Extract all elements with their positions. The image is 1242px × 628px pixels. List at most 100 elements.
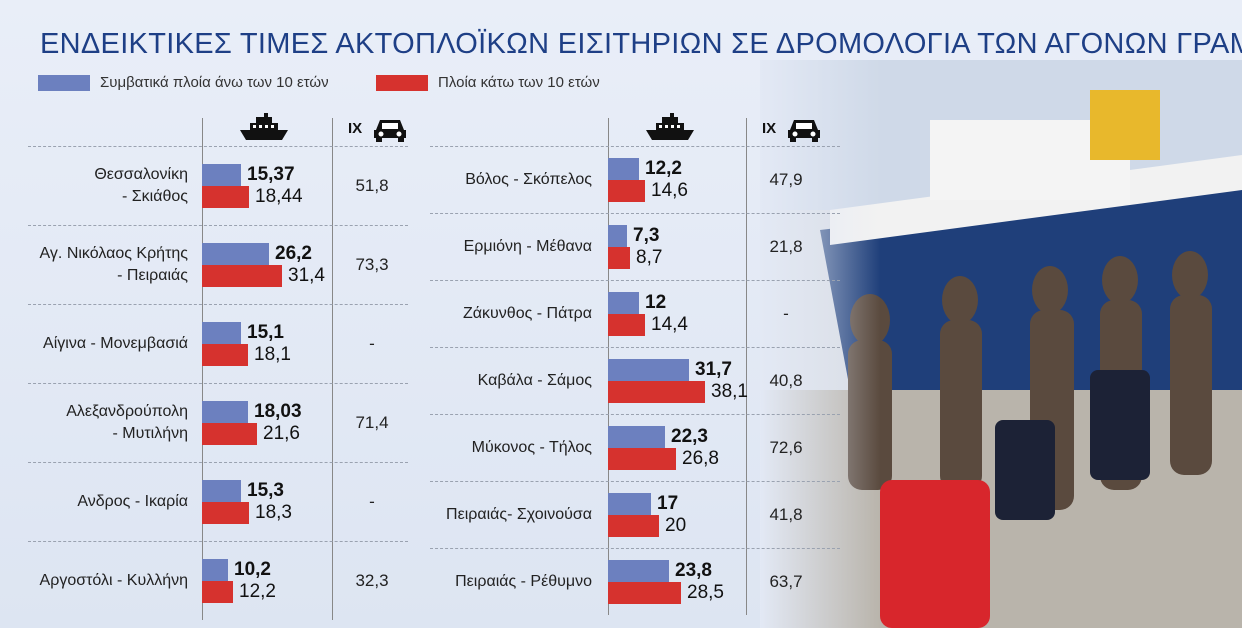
- value-label-old: 17: [657, 492, 679, 514]
- value-label-old: 15,1: [247, 321, 284, 343]
- bar-old-ship: [608, 559, 669, 582]
- page-title: ΕΝΔΕΙΚΤΙΚΕΣ ΤΙΜΕΣ ΑΚΤΟΠΛΟΪΚΩΝ ΕΙΣΙΤΗΡΙΩΝ…: [40, 28, 1242, 60]
- value-label-old: 23,8: [675, 559, 712, 581]
- route-label: Βόλος - Σκόπελος: [430, 169, 592, 191]
- value-label-old: 15,3: [247, 479, 284, 501]
- row-separator: [430, 213, 840, 214]
- route-label: Ερμιόνη - Μέθανα: [430, 236, 592, 258]
- value-label-old: 15,37: [247, 163, 295, 185]
- legend-swatch-new: [376, 74, 428, 91]
- route-label: Καβάλα - Σάμος: [430, 370, 592, 392]
- route-label-line: Βόλος - Σκόπελος: [465, 170, 592, 188]
- bar-new-ship: [608, 246, 630, 269]
- bar-new-ship: [202, 422, 257, 445]
- bar-new-ship: [202, 185, 249, 208]
- bar-old-ship: [608, 358, 689, 381]
- bar-old-ship: [202, 479, 241, 502]
- route-label-line: Αγ. Νικόλαος Κρήτης: [39, 244, 188, 262]
- route-label: Αίγινα - Μονεμβασιά: [28, 333, 188, 355]
- car-icon: [786, 116, 822, 147]
- value-label-new: 21,6: [263, 422, 300, 444]
- value-label-new: 12,2: [239, 580, 276, 602]
- value-label-new: 31,4: [288, 264, 325, 286]
- route-label-line: Καβάλα - Σάμος: [477, 371, 592, 389]
- bar-new-ship: [202, 501, 249, 524]
- car-price: 32,3: [355, 570, 389, 590]
- value-label-old: 22,3: [671, 425, 708, 447]
- bar-new-ship: [202, 580, 233, 603]
- value-label-new: 14,6: [651, 179, 688, 201]
- bar-new-ship: [608, 313, 645, 336]
- car-column-label: IX: [348, 120, 363, 137]
- route-label-line: Θεσσαλονίκη: [94, 165, 188, 183]
- value-label-old: 26,2: [275, 242, 312, 264]
- car-price: 21,8: [769, 236, 803, 256]
- bar-axis-line: [202, 118, 203, 620]
- legend-swatch-old: [38, 74, 90, 91]
- row-separator: [28, 541, 408, 542]
- car-price: -: [783, 303, 789, 323]
- route-label-line: - Σκιάθος: [122, 187, 188, 205]
- legend-label-old: Συμβατικά πλοία άνω των 10 ετών: [100, 74, 329, 91]
- car-icon: [372, 116, 408, 147]
- car-price: 71,4: [355, 412, 389, 432]
- bar-new-ship: [202, 343, 248, 366]
- ship-icon: [644, 112, 696, 147]
- value-label-old: 10,2: [234, 558, 271, 580]
- bar-old-ship: [202, 321, 241, 344]
- bar-old-ship: [202, 163, 241, 186]
- value-label-new: 28,5: [687, 581, 724, 603]
- value-label-new: 14,4: [651, 313, 688, 335]
- value-label-old: 7,3: [633, 224, 660, 246]
- route-label: Ανδρος - Ικαρία: [28, 491, 188, 513]
- row-separator: [430, 280, 840, 281]
- bar-old-ship: [608, 157, 639, 180]
- bar-old-ship: [608, 492, 651, 515]
- legend-item-old: Συμβατικά πλοία άνω των 10 ετών: [38, 74, 329, 91]
- car-price: -: [369, 491, 375, 511]
- value-label-old: 18,03: [254, 400, 302, 422]
- legend-item-new: Πλοία κάτω των 10 ετών: [376, 74, 600, 91]
- car-column-divider: [332, 118, 333, 620]
- row-separator: [28, 304, 408, 305]
- bar-old-ship: [608, 224, 627, 247]
- bar-old-ship: [608, 291, 639, 314]
- ship-icon: [238, 112, 290, 147]
- row-separator: [28, 462, 408, 463]
- row-separator: [430, 347, 840, 348]
- route-label: Μύκονος - Τήλος: [430, 437, 592, 459]
- car-price: 72,6: [769, 437, 803, 457]
- route-label-line: Αίγινα - Μονεμβασιά: [43, 334, 188, 352]
- bar-new-ship: [608, 581, 681, 604]
- car-price: 47,9: [769, 169, 803, 189]
- route-label-line: Αργοστόλι - Κυλλήνη: [39, 571, 188, 589]
- bar-old-ship: [608, 425, 665, 448]
- value-label-new: 18,3: [255, 501, 292, 523]
- bar-new-ship: [608, 514, 659, 537]
- car-price: 40,8: [769, 370, 803, 390]
- row-separator: [28, 383, 408, 384]
- value-label-new: 18,1: [254, 343, 291, 365]
- row-separator: [430, 414, 840, 415]
- bar-new-ship: [608, 380, 705, 403]
- value-label-new: 38,1: [711, 380, 748, 402]
- car-column-label: IX: [762, 120, 777, 137]
- bar-new-ship: [202, 264, 282, 287]
- car-price: 73,3: [355, 254, 389, 274]
- row-separator: [28, 225, 408, 226]
- route-label-line: Ζάκυνθος - Πάτρα: [463, 304, 592, 322]
- value-label-new: 8,7: [636, 246, 663, 268]
- route-label: Ζάκυνθος - Πάτρα: [430, 303, 592, 325]
- row-separator: [430, 146, 840, 147]
- bar-new-ship: [608, 447, 676, 470]
- route-label-line: - Μυτιλήνη: [112, 424, 188, 442]
- car-price: 51,8: [355, 175, 389, 195]
- route-label-line: Ανδρος - Ικαρία: [77, 492, 188, 510]
- route-label-line: Ερμιόνη - Μέθανα: [463, 237, 592, 255]
- bar-new-ship: [608, 179, 645, 202]
- row-separator: [28, 146, 408, 147]
- route-label-line: Μύκονος - Τήλος: [471, 438, 592, 456]
- route-label-line: Αλεξανδρούπολη: [66, 402, 188, 420]
- route-label: Αργοστόλι - Κυλλήνη: [28, 570, 188, 592]
